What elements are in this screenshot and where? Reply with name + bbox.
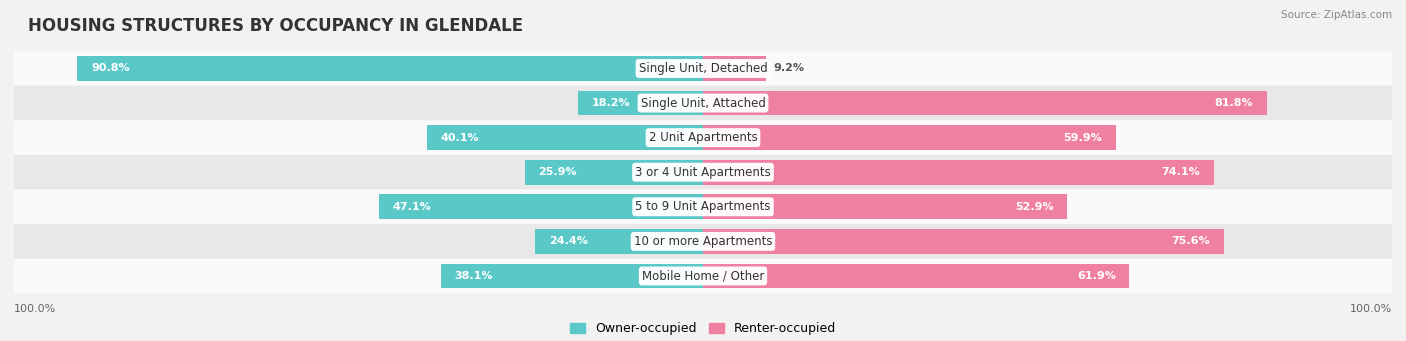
FancyBboxPatch shape xyxy=(14,86,1392,120)
Bar xyxy=(703,125,1116,150)
Text: 81.8%: 81.8% xyxy=(1215,98,1253,108)
Text: 38.1%: 38.1% xyxy=(454,271,492,281)
Legend: Owner-occupied, Renter-occupied: Owner-occupied, Renter-occupied xyxy=(565,317,841,340)
Bar xyxy=(703,56,766,81)
Text: 59.9%: 59.9% xyxy=(1063,133,1102,143)
Text: 24.4%: 24.4% xyxy=(548,236,588,247)
FancyBboxPatch shape xyxy=(14,224,1392,259)
FancyBboxPatch shape xyxy=(14,155,1392,190)
Text: Single Unit, Detached: Single Unit, Detached xyxy=(638,62,768,75)
Bar xyxy=(703,229,1223,254)
FancyBboxPatch shape xyxy=(14,190,1392,224)
Text: 18.2%: 18.2% xyxy=(592,98,630,108)
Text: 3 or 4 Unit Apartments: 3 or 4 Unit Apartments xyxy=(636,166,770,179)
Text: HOUSING STRUCTURES BY OCCUPANCY IN GLENDALE: HOUSING STRUCTURES BY OCCUPANCY IN GLEND… xyxy=(28,17,523,35)
Text: Source: ZipAtlas.com: Source: ZipAtlas.com xyxy=(1281,10,1392,20)
Text: Mobile Home / Other: Mobile Home / Other xyxy=(641,269,765,282)
Text: 47.1%: 47.1% xyxy=(392,202,432,212)
Text: 61.9%: 61.9% xyxy=(1077,271,1116,281)
Bar xyxy=(703,194,1067,219)
Bar xyxy=(427,125,703,150)
Text: 5 to 9 Unit Apartments: 5 to 9 Unit Apartments xyxy=(636,200,770,213)
Text: 2 Unit Apartments: 2 Unit Apartments xyxy=(648,131,758,144)
Text: 25.9%: 25.9% xyxy=(538,167,576,177)
Bar xyxy=(578,91,703,116)
Text: 100.0%: 100.0% xyxy=(1350,304,1392,314)
Bar xyxy=(378,194,703,219)
Bar xyxy=(77,56,703,81)
Bar xyxy=(703,91,1267,116)
FancyBboxPatch shape xyxy=(14,120,1392,155)
Text: 9.2%: 9.2% xyxy=(773,63,804,73)
FancyBboxPatch shape xyxy=(14,51,1392,86)
Text: 52.9%: 52.9% xyxy=(1015,202,1053,212)
Bar xyxy=(703,160,1213,185)
Bar xyxy=(703,264,1129,288)
Bar xyxy=(440,264,703,288)
FancyBboxPatch shape xyxy=(14,259,1392,293)
Text: 90.8%: 90.8% xyxy=(91,63,129,73)
Text: 40.1%: 40.1% xyxy=(440,133,479,143)
Bar xyxy=(534,229,703,254)
Text: Single Unit, Attached: Single Unit, Attached xyxy=(641,97,765,109)
Text: 100.0%: 100.0% xyxy=(14,304,56,314)
Text: 10 or more Apartments: 10 or more Apartments xyxy=(634,235,772,248)
Text: 75.6%: 75.6% xyxy=(1171,236,1211,247)
Bar xyxy=(524,160,703,185)
Text: 74.1%: 74.1% xyxy=(1161,167,1199,177)
